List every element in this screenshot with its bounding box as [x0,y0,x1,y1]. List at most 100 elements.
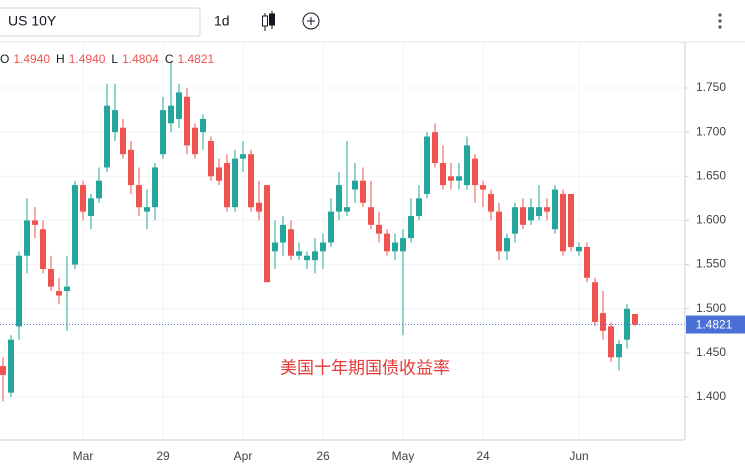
candle-body [536,207,542,217]
annotation: 美国十年期国债收益率 [280,358,450,377]
candle-body [544,207,550,212]
candle-body [56,291,62,296]
ohlc-key: O [0,52,9,66]
candle-body [584,246,590,278]
last-price-label: 1.4821 [696,318,733,332]
x-tick-label: 29 [156,449,170,463]
candle-body [32,220,38,225]
candle-body [16,255,22,327]
candle-body [520,207,526,225]
candle-body [464,145,470,186]
candle-body [280,224,286,243]
candle-body [560,193,566,252]
ohlc-key: L [111,52,118,66]
candle-body [408,216,414,239]
candle-body [168,105,174,124]
y-tick-label: 1.400 [696,389,726,403]
candle-body [424,136,430,194]
candle-body [152,167,158,208]
ohlc-legend: O 1.4940 H 1.4940 L 1.4804 C 1.4821 [0,52,215,66]
candle-body [104,105,110,168]
x-tick-label: Apr [234,449,253,463]
candle-body [312,251,318,261]
candle-body [576,246,582,252]
candle-body [456,176,462,181]
candle-body [368,207,374,225]
candle-body [240,154,246,159]
candle-body [328,211,334,243]
candle-body [592,282,598,322]
ohlc-key: C [165,52,174,66]
candle-body [512,207,518,234]
candle-body [304,255,310,261]
candle-body [600,313,606,331]
y-tick-label: 1.500 [696,301,726,315]
x-tick-label: Mar [73,449,94,463]
candle-body [24,220,30,256]
symbol[interactable]: US 10Y [8,13,57,29]
candle-body [80,185,86,212]
candle-body [472,158,478,186]
ohlc-key: H [56,52,65,66]
x-tick-label: 26 [316,449,330,463]
y-tick-label: 1.600 [696,213,726,227]
candle-body [360,180,366,203]
ohlc-value: 1.4804 [122,52,159,66]
candle-body [448,176,454,181]
candle-body [528,207,534,221]
candle-body [632,314,638,325]
candle-icon[interactable] [262,11,275,31]
y-tick-label: 1.750 [696,80,726,94]
candle-body [432,132,438,164]
candle-body [552,189,558,230]
ohlc-value: 1.4940 [69,52,106,66]
candle-body [376,224,382,234]
menu-icon[interactable] [718,13,722,29]
candle-body [48,268,54,287]
candle-body [208,140,214,177]
interval[interactable]: 1d [214,13,230,29]
candle-body [184,96,190,146]
candle-body [480,185,486,190]
candle-body [384,233,390,252]
candle-body [0,366,6,375]
last-price-tag [686,315,745,334]
candle-body [72,185,78,265]
candle-body [160,110,166,155]
candle-body [176,92,182,119]
candle-body [256,202,262,212]
candle-body [616,344,622,358]
x-tick-label: May [392,449,415,463]
candle-body [488,193,494,212]
candle-body [248,154,254,208]
y-tick-label: 1.550 [696,257,726,271]
candles [0,61,685,402]
candle-body [200,118,206,133]
y-tick-label: 1.450 [696,345,726,359]
candle-body [400,238,406,252]
candle-body [344,207,350,212]
candle-body [112,110,118,133]
candle-body [568,193,574,247]
candle-body [336,185,342,212]
candle-body [288,229,294,256]
candle-body [320,242,326,252]
candle-body [608,326,614,358]
candle-body [96,180,102,199]
candle-body [136,185,142,208]
symbol-box[interactable] [0,7,201,37]
candle-body [120,127,126,155]
add-indicator-icon[interactable] [302,12,320,30]
labels: 1.400 1.450 1.500 1.550 1.600 1.650 1.700 1.750… [73,80,745,463]
x-tick-label: Jun [569,449,588,463]
candle-body [64,286,70,292]
candle-body [8,339,14,393]
y-tick-label: 1.650 [696,168,726,182]
candle-body [352,180,358,190]
candle-body [264,185,270,283]
candle-body [232,158,238,208]
y-tick-label: 1.700 [696,124,726,138]
candle-body [496,211,502,252]
ohlc-value: 1.4821 [177,52,214,66]
